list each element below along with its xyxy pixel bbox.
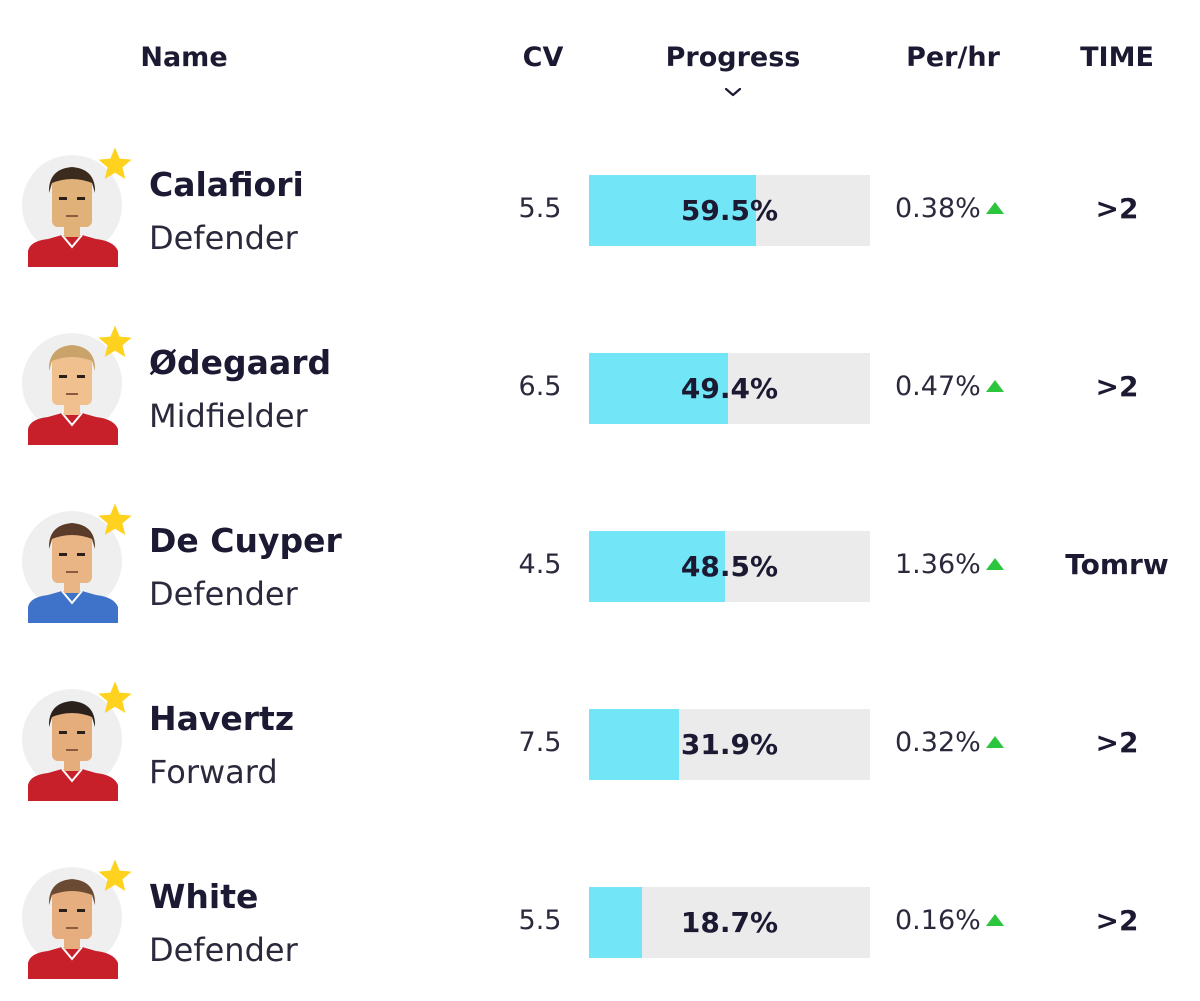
player-name[interactable]: De Cuyper xyxy=(149,521,342,560)
player-avatar xyxy=(22,155,122,267)
cv-value: 7.5 xyxy=(518,727,562,758)
progress-bar-fill xyxy=(589,353,728,424)
per-hr-cell: 1.36% xyxy=(895,549,1004,580)
per-hr-value: 1.36% xyxy=(895,549,981,580)
player-row[interactable]: Havertz Forward 7.5 31.9% 0.32% >2 xyxy=(0,681,1200,867)
cv-value: 6.5 xyxy=(518,371,562,402)
player-position: Forward xyxy=(149,753,278,791)
trend-up-arrow-icon xyxy=(985,558,1004,570)
time-value: >2 xyxy=(1095,370,1139,403)
player-avatar xyxy=(22,511,122,623)
column-header-per-hr[interactable]: Per/hr xyxy=(906,42,1000,73)
cv-value: 5.5 xyxy=(518,193,562,224)
player-row[interactable]: Ødegaard Midfielder 6.5 49.4% 0.47% >2 xyxy=(0,325,1200,511)
star-icon xyxy=(98,325,132,358)
player-position: Defender xyxy=(149,575,298,613)
star-icon xyxy=(98,681,132,714)
per-hr-cell: 0.47% xyxy=(895,371,1004,402)
progress-bar-fill xyxy=(589,531,726,602)
per-hr-cell: 0.32% xyxy=(895,727,1004,758)
time-value: >2 xyxy=(1095,904,1139,937)
column-header-cv[interactable]: CV xyxy=(522,42,564,73)
trend-up-arrow-icon xyxy=(985,736,1004,748)
per-hr-value: 0.32% xyxy=(895,727,981,758)
progress-value: 59.5% xyxy=(680,194,779,227)
player-name[interactable]: Ødegaard xyxy=(149,343,332,382)
column-header-name[interactable]: Name xyxy=(140,42,228,73)
progress-bar-fill xyxy=(589,887,642,958)
progress-bar-fill xyxy=(589,175,757,246)
player-position: Midfielder xyxy=(149,397,308,435)
player-avatar xyxy=(22,867,122,979)
per-hr-value: 0.38% xyxy=(895,193,981,224)
progress-value: 31.9% xyxy=(680,728,779,761)
player-row[interactable]: De Cuyper Defender 4.5 48.5% 1.36% Tomrw xyxy=(0,503,1200,689)
player-name[interactable]: Havertz xyxy=(149,699,295,738)
player-row[interactable]: Calafiori Defender 5.5 59.5% 0.38% >2 xyxy=(0,147,1200,333)
progress-bar-fill xyxy=(589,709,679,780)
progress-bar: 49.4% xyxy=(589,353,870,424)
player-row[interactable]: White Defender 5.5 18.7% 0.16% >2 xyxy=(0,859,1200,1001)
player-position: Defender xyxy=(149,931,298,969)
per-hr-value: 0.47% xyxy=(895,371,981,402)
player-avatar xyxy=(22,689,122,801)
star-icon xyxy=(98,503,132,536)
progress-bar: 59.5% xyxy=(589,175,870,246)
per-hr-cell: 0.38% xyxy=(895,193,1004,224)
cv-value: 5.5 xyxy=(518,905,562,936)
progress-value: 18.7% xyxy=(680,906,779,939)
trend-up-arrow-icon xyxy=(985,202,1004,214)
time-value: >2 xyxy=(1095,192,1139,225)
player-name[interactable]: White xyxy=(149,877,259,916)
star-icon xyxy=(98,859,132,892)
progress-bar: 18.7% xyxy=(589,887,870,958)
per-hr-value: 0.16% xyxy=(895,905,981,936)
progress-value: 49.4% xyxy=(680,372,779,405)
progress-bar: 48.5% xyxy=(589,531,870,602)
time-value: >2 xyxy=(1095,726,1139,759)
progress-value: 48.5% xyxy=(680,550,779,583)
column-header-time[interactable]: TIME xyxy=(1080,42,1154,73)
per-hr-cell: 0.16% xyxy=(895,905,1004,936)
player-name[interactable]: Calafiori xyxy=(149,165,304,204)
column-header-progress[interactable]: Progress xyxy=(665,42,801,73)
player-position: Defender xyxy=(149,219,298,257)
trend-up-arrow-icon xyxy=(985,380,1004,392)
star-icon xyxy=(98,147,132,180)
time-value: Tomrw xyxy=(1065,548,1169,581)
sort-chevron-down-icon[interactable] xyxy=(724,86,742,98)
player-avatar xyxy=(22,333,122,445)
cv-value: 4.5 xyxy=(518,549,562,580)
trend-up-arrow-icon xyxy=(985,914,1004,926)
progress-bar: 31.9% xyxy=(589,709,870,780)
